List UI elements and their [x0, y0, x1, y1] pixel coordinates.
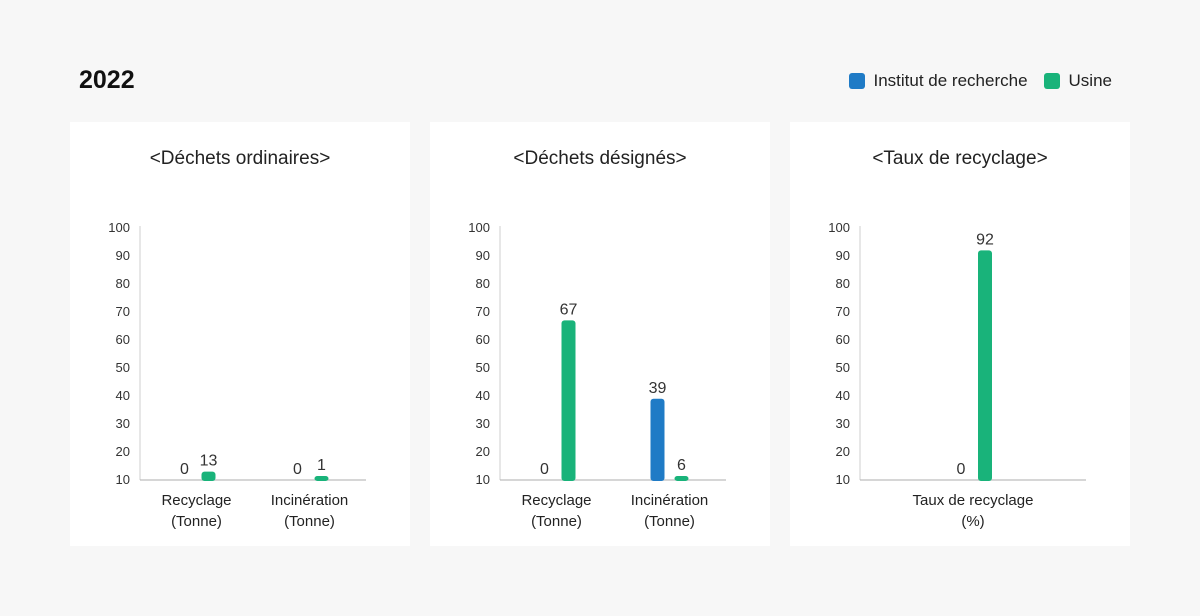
- y-tick-label: 90: [116, 248, 130, 263]
- y-tick-label: 20: [836, 444, 850, 459]
- bar-value-label: 39: [649, 380, 667, 397]
- x-category-label: Taux de recyclage: [913, 492, 1034, 509]
- bar: [314, 476, 329, 481]
- bar-value-label: 92: [976, 231, 994, 248]
- bar-value-label: 13: [200, 453, 218, 470]
- y-tick-label: 40: [476, 388, 490, 403]
- legend: Institut de recherche Usine: [833, 71, 1112, 91]
- y-tick-label: 60: [836, 332, 850, 347]
- legend-swatch-institut: [848, 73, 865, 89]
- y-tick-label: 90: [476, 248, 490, 263]
- y-tick-label: 20: [476, 444, 490, 459]
- chart-title: <Déchets ordinaires>: [149, 148, 331, 169]
- chart-svg: 10 20 30 40 50 60 70 80 90 100 0 67 Recyclage (Tonne)…: [468, 220, 726, 530]
- y-tick-label: 100: [468, 220, 490, 235]
- chart-panel-designated-waste: <Déchets désignés> 10 20 30 40 50 60 70 80 90 100…: [430, 122, 770, 546]
- bar-value-label: 0: [957, 461, 966, 478]
- legend-label-usine: Usine: [1068, 71, 1112, 90]
- bar-value-label: 67: [560, 301, 578, 318]
- bar: [650, 398, 665, 481]
- legend-label-institut: Institut de recherche: [873, 71, 1028, 90]
- x-category-label: Recyclage: [521, 492, 591, 509]
- y-tick-label: 60: [476, 332, 490, 347]
- y-tick-label: 50: [116, 360, 130, 375]
- y-tick-label: 40: [836, 388, 850, 403]
- y-tick-label: 70: [836, 304, 850, 319]
- y-tick-label: 100: [828, 220, 850, 235]
- y-tick-label: 60: [116, 332, 130, 347]
- bar-value-label: 6: [677, 457, 686, 474]
- year-title: 2022: [79, 66, 135, 94]
- x-category-label: (Tonne): [171, 513, 222, 530]
- y-tick-label: 80: [476, 276, 490, 291]
- x-category-label: Recyclage: [161, 492, 231, 509]
- y-tick-label: 90: [836, 248, 850, 263]
- y-tick-label: 30: [836, 416, 850, 431]
- y-tick-label: 70: [116, 304, 130, 319]
- chart-title: <Déchets désignés>: [513, 148, 687, 169]
- y-tick-label: 10: [836, 472, 850, 487]
- chart-panel-recycling-rate: <Taux de recyclage> 10 20 30 40 50 60 70 80 90 10…: [790, 122, 1130, 546]
- legend-item-institut: Institut de recherche: [848, 71, 1028, 91]
- y-tick-label: 50: [476, 360, 490, 375]
- legend-item-usine: Usine: [1043, 71, 1112, 91]
- bar: [561, 320, 576, 481]
- y-tick-label: 40: [116, 388, 130, 403]
- y-tick-label: 30: [476, 416, 490, 431]
- x-category-label: Incinération: [631, 492, 709, 509]
- x-category-label: (Tonne): [284, 513, 335, 530]
- bar-value-label: 1: [317, 457, 326, 474]
- y-tick-label: 20: [116, 444, 130, 459]
- y-tick-label: 80: [116, 276, 130, 291]
- bar-value-label: 0: [293, 461, 302, 478]
- chart-title: <Taux de recyclage>: [872, 148, 1048, 169]
- bar-value-label: 0: [180, 461, 189, 478]
- x-category-label: (Tonne): [531, 513, 582, 530]
- y-tick-label: 10: [116, 472, 130, 487]
- y-tick-label: 10: [476, 472, 490, 487]
- bar: [978, 250, 992, 481]
- bar: [201, 471, 216, 481]
- y-tick-label: 80: [836, 276, 850, 291]
- x-category-label: Incinération: [271, 492, 349, 509]
- y-tick-label: 70: [476, 304, 490, 319]
- bar: [674, 476, 689, 481]
- y-tick-label: 30: [116, 416, 130, 431]
- legend-swatch-usine: [1043, 73, 1060, 89]
- bar-value-label: 0: [540, 461, 549, 478]
- y-tick-label: 100: [108, 220, 130, 235]
- x-category-label: (%): [961, 513, 984, 530]
- chart-panel-ordinary-waste: <Déchets ordinaires> 10 20 30 40 50 60 70 80 90 1…: [70, 122, 410, 546]
- chart-svg: 10 20 30 40 50 60 70 80 90 100 0 92 Taux de recyclag…: [828, 220, 1086, 530]
- y-tick-label: 50: [836, 360, 850, 375]
- x-category-label: (Tonne): [644, 513, 695, 530]
